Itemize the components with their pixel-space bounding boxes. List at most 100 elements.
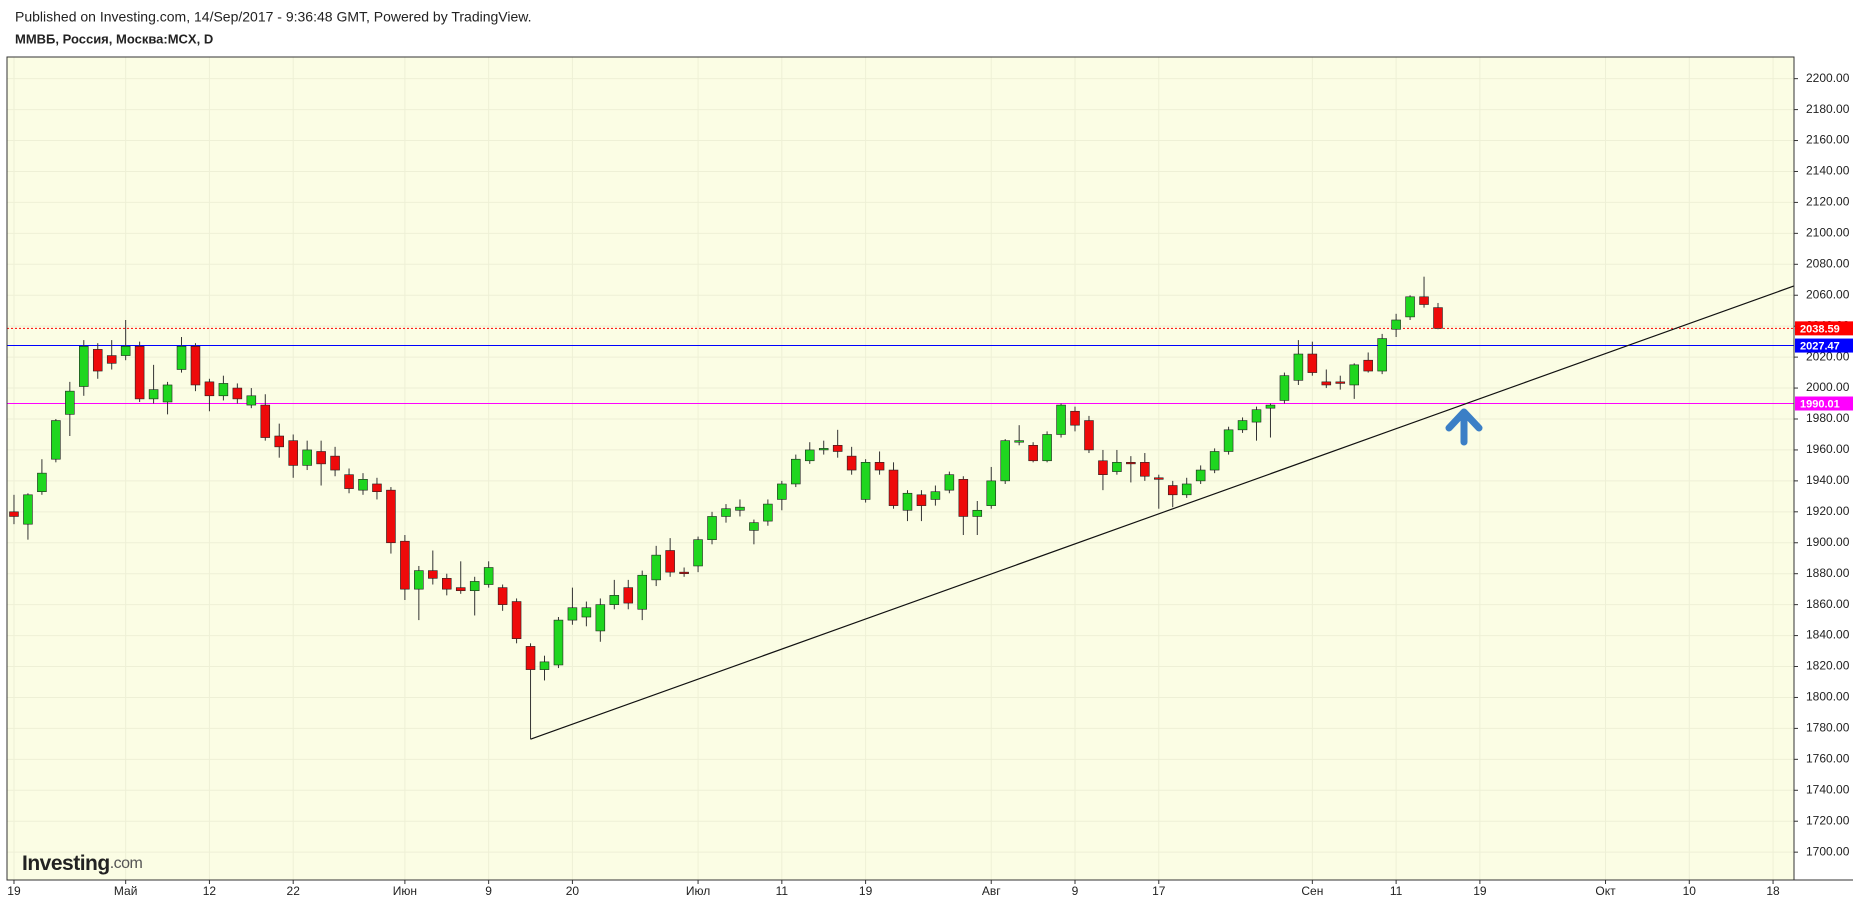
candle-body xyxy=(1419,296,1429,305)
candle-body xyxy=(1098,460,1108,475)
candle-body xyxy=(986,480,997,506)
candle-body xyxy=(623,587,634,604)
candle-body xyxy=(832,444,843,452)
candle-body xyxy=(414,570,424,590)
price-label-bg xyxy=(1795,321,1853,336)
y-tick-label: 2160.00 xyxy=(1806,133,1850,147)
candle-body xyxy=(190,345,201,386)
y-tick-label: 1700.00 xyxy=(1806,844,1850,858)
x-tick-label: 18 xyxy=(1766,884,1780,898)
chart-subtitle: ММВБ, Россия, Москва:MCX, D xyxy=(15,31,213,46)
y-tick-label: 1900.00 xyxy=(1806,535,1850,549)
candle-body xyxy=(1014,440,1024,443)
candle-body xyxy=(581,607,592,618)
candle-body xyxy=(874,462,885,471)
y-tick-label: 2020.00 xyxy=(1806,349,1850,363)
x-tick-label: 20 xyxy=(566,884,580,898)
x-tick-label: Июл xyxy=(686,884,710,898)
candle-body xyxy=(777,483,787,500)
candle-body xyxy=(637,574,647,610)
logo-name: Investing xyxy=(22,852,110,875)
y-tick-label: 1980.00 xyxy=(1806,411,1850,425)
x-tick-label: Июн xyxy=(393,884,417,898)
y-tick-label: 2000.00 xyxy=(1806,380,1850,394)
candle-body xyxy=(721,508,731,517)
y-tick-label: 2120.00 xyxy=(1806,195,1850,209)
candle-body xyxy=(763,503,773,522)
x-tick-label: Окт xyxy=(1595,884,1616,898)
candle-body xyxy=(735,506,745,511)
candle-body xyxy=(316,451,326,465)
candle-body xyxy=(860,462,871,500)
x-tick-label: 22 xyxy=(287,884,301,898)
candle-body xyxy=(1167,485,1178,496)
y-tick-label: 1720.00 xyxy=(1806,813,1850,827)
candle-body xyxy=(1293,353,1304,381)
candle-body xyxy=(525,646,536,670)
candle-body xyxy=(51,420,61,460)
y-tick-label: 1880.00 xyxy=(1806,566,1850,580)
candle-body xyxy=(483,567,494,585)
y-tick-label: 1860.00 xyxy=(1806,597,1850,611)
candle-body xyxy=(1377,338,1387,372)
candle-body xyxy=(846,455,857,471)
y-tick-label: 2200.00 xyxy=(1806,71,1850,85)
candle-body xyxy=(1000,440,1010,482)
candle-body xyxy=(902,492,913,511)
candle-body xyxy=(1154,477,1164,480)
candle-body xyxy=(804,449,815,462)
y-tick-label: 1740.00 xyxy=(1806,782,1850,796)
x-tick-label: 11 xyxy=(1390,884,1403,898)
x-tick-label: 19 xyxy=(1473,884,1487,898)
candle-body xyxy=(428,570,438,579)
candle-body xyxy=(1251,409,1262,423)
candle-body xyxy=(1209,451,1220,471)
price-label: 1990.01 xyxy=(1800,398,1840,410)
candle-body xyxy=(1237,420,1248,431)
logo: Investing.com xyxy=(22,852,143,875)
candle-body xyxy=(1126,462,1136,465)
candle-body xyxy=(1307,353,1318,373)
candle-body xyxy=(120,345,131,356)
candle-body xyxy=(1265,404,1276,409)
candle-body xyxy=(1349,364,1359,386)
axes: 1700.00 1720.00 1740.00 1760.00 1780.00 1800.… xyxy=(7,71,1849,898)
candle-body xyxy=(567,607,578,621)
x-tick-label: 10 xyxy=(1683,884,1697,898)
candle-body xyxy=(1391,319,1401,330)
chart-title: Published on Investing.com, 14/Sep/2017 … xyxy=(15,9,532,25)
candle-body xyxy=(665,550,675,573)
candle-body xyxy=(302,449,312,466)
candle-body xyxy=(1084,420,1094,451)
candle-body xyxy=(609,595,620,605)
candle-body xyxy=(372,483,382,493)
y-tick-label: 1840.00 xyxy=(1806,628,1850,642)
candle-body xyxy=(1433,307,1443,329)
candle-body xyxy=(818,448,829,451)
candle-body xyxy=(176,345,187,370)
candle-body xyxy=(274,435,285,448)
candle-body xyxy=(972,509,983,517)
y-tick-label: 1780.00 xyxy=(1806,721,1850,735)
candle-body xyxy=(162,384,173,403)
candle-body xyxy=(553,619,564,666)
y-tick-label: 2100.00 xyxy=(1806,226,1850,240)
candle-body xyxy=(442,578,452,590)
candle-body xyxy=(1279,375,1290,401)
candle-body xyxy=(1070,410,1080,426)
candle-body xyxy=(539,661,550,670)
candle-body xyxy=(497,587,508,605)
candle-body xyxy=(106,355,117,364)
x-tick-label: 11 xyxy=(776,884,789,898)
candle-body xyxy=(1321,381,1332,386)
price-label-bg xyxy=(1795,338,1853,353)
trend-line xyxy=(530,285,1795,740)
x-tick-label: 9 xyxy=(485,884,492,898)
price-label: 2027.47 xyxy=(1800,340,1840,352)
y-tick-label: 1800.00 xyxy=(1806,690,1850,704)
candle-body xyxy=(232,387,243,400)
logo-suffix: .com xyxy=(110,855,143,872)
y-tick-label: 1960.00 xyxy=(1806,442,1850,456)
candle-body xyxy=(148,389,159,400)
